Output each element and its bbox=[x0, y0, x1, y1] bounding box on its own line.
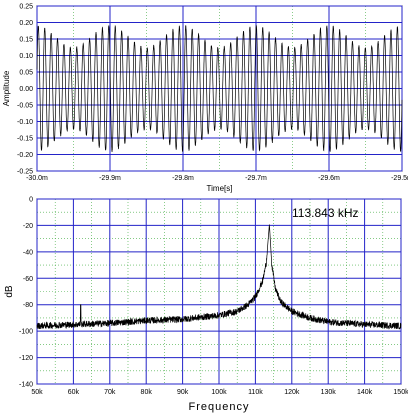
time-x-tick-label: -29.8m bbox=[172, 175, 194, 182]
spectrum-x-tick-label: 140k bbox=[357, 389, 373, 396]
time-x-tick-label: -29.7m bbox=[245, 175, 267, 182]
spectrum-minor-grid bbox=[37, 199, 401, 384]
spectrum-y-axis-title: dB bbox=[4, 285, 15, 298]
time-domain-chart: -0.25 -0.20 -0.15 -0.10 -0.05 0.00 0.05 0.10 0.1… bbox=[2, 4, 408, 194]
peak-frequency-annotation: 113.843 kHz bbox=[292, 206, 359, 220]
spectrum-y-tick-label: -60 bbox=[23, 276, 33, 283]
time-y-tick-label: 0.10 bbox=[19, 53, 33, 60]
time-y-axis-title: Amplitude bbox=[2, 70, 11, 106]
time-minor-grid bbox=[73, 6, 366, 171]
time-y-tick-label: -0.10 bbox=[17, 119, 33, 126]
time-x-tick-label: -30.0m bbox=[26, 175, 48, 182]
spectrum-x-tick-label: 130k bbox=[321, 389, 337, 396]
spectrum-x-tick-label: 70k bbox=[104, 389, 116, 396]
spectrum-x-tick-label: 60k bbox=[68, 389, 80, 396]
time-y-tick-label: 0.15 bbox=[19, 37, 33, 44]
time-x-tick-labels: -30.0m -29.9m -29.8m -29.7m -29.6m -29.5m bbox=[26, 175, 408, 182]
spectrum-y-tick-label: -100 bbox=[19, 329, 33, 336]
spectrum-y-tick-label: -140 bbox=[19, 382, 33, 389]
time-y-tick-label: -0.05 bbox=[17, 103, 33, 110]
time-y-tick-label: 0.25 bbox=[19, 4, 33, 11]
time-y-tick-label: 0.05 bbox=[19, 70, 33, 77]
spectrum-x-tick-label: 120k bbox=[284, 389, 300, 396]
spectrum-x-tick-label: 50k bbox=[31, 389, 43, 396]
spectrum-y-tick-label: 0 bbox=[29, 197, 33, 204]
spectrum-x-tick-labels: 50k 60k 70k 80k 90k 100k 110k 120k 130k 140k 150k bbox=[31, 389, 408, 396]
time-x-tick-label: -29.5m bbox=[391, 175, 408, 182]
spectrum-x-axis-title: Frequency bbox=[189, 401, 250, 413]
spectrum-major-grid bbox=[36, 198, 402, 385]
spectrum-y-tick-label: -80 bbox=[23, 302, 33, 309]
spectrum-chart: -140 -120 -100 -80 -60 -40 -20 0 50k 60k 70k 80k 90… bbox=[4, 197, 408, 414]
spectrum-y-tick-label: -120 bbox=[19, 355, 33, 362]
spectrum-x-tick-label: 90k bbox=[177, 389, 189, 396]
spectrum-y-tick-labels: -140 -120 -100 -80 -60 -40 -20 0 bbox=[19, 197, 33, 389]
time-y-tick-label: 0.00 bbox=[19, 86, 33, 93]
spectrum-x-tick-label: 100k bbox=[211, 389, 227, 396]
time-x-tick-label: -29.6m bbox=[318, 175, 340, 182]
time-signal-line bbox=[36, 24, 403, 153]
time-x-tick-label: -29.9m bbox=[99, 175, 121, 182]
spectrum-y-tick-label: -40 bbox=[23, 249, 33, 256]
spectrum-y-tick-label: -20 bbox=[23, 223, 33, 230]
spectrum-x-tick-label: 110k bbox=[248, 389, 263, 396]
spectrum-x-tick-label: 150k bbox=[393, 389, 408, 396]
time-y-tick-labels: -0.25 -0.20 -0.15 -0.10 -0.05 0.00 0.05 0.10 0.1… bbox=[17, 4, 33, 176]
spectrum-line bbox=[36, 224, 402, 330]
time-y-tick-label: -0.25 bbox=[17, 169, 33, 176]
time-x-axis-title: Time[s] bbox=[207, 184, 233, 193]
time-y-tick-label: -0.20 bbox=[17, 152, 33, 159]
time-y-tick-label: 0.20 bbox=[19, 20, 33, 27]
time-y-tick-label: -0.15 bbox=[17, 136, 33, 143]
spectrum-x-tick-label: 80k bbox=[141, 389, 153, 396]
